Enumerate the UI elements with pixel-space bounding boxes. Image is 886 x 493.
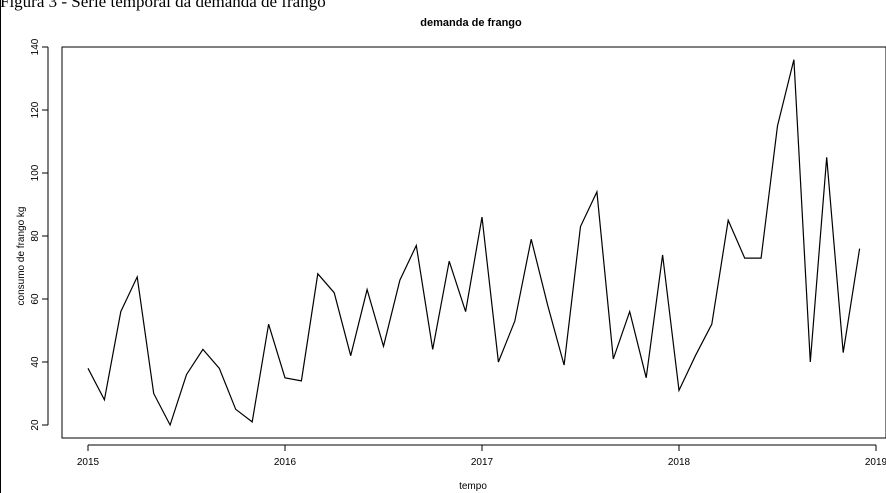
- series-layer: [87, 59, 861, 427]
- x-tick-label: 2019: [865, 457, 886, 468]
- x-axis-label: tempo: [459, 481, 487, 492]
- y-tick-label: 140: [30, 38, 41, 55]
- x-tick-label: 2015: [77, 457, 100, 468]
- x-tick-label: 2017: [471, 457, 494, 468]
- series-line: [87, 59, 861, 427]
- y-axis-label: consumo de frango kg: [16, 207, 27, 306]
- cropped-caption-text: Figura 3 - Série temporal da demanda de …: [0, 0, 326, 11]
- x-axis: 2015 2016 2017 2018 2019: [77, 444, 886, 468]
- y-tick-label: 100: [30, 164, 41, 181]
- y-tick-label: 20: [30, 419, 41, 431]
- y-tick-label: 60: [30, 293, 41, 305]
- chart-title: demanda de frango: [420, 17, 522, 29]
- y-tick-label: 40: [30, 356, 41, 368]
- plot-frame: [61, 46, 886, 439]
- y-axis: 20 40 60 80 100 120 140: [30, 38, 49, 431]
- x-tick-label: 2018: [668, 457, 691, 468]
- y-tick-label: 120: [30, 101, 41, 118]
- y-tick-label: 80: [30, 230, 41, 242]
- x-tick-label: 2016: [274, 457, 297, 468]
